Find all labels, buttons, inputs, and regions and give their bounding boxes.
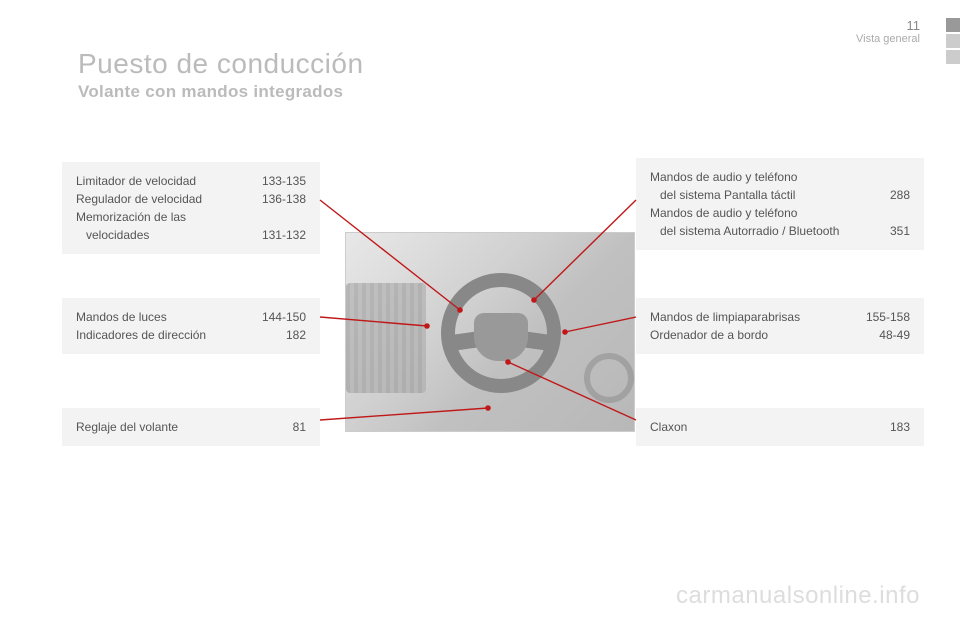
callout-page-ref: 48-49 — [879, 326, 910, 344]
callout-label: Mandos de audio y teléfono — [650, 168, 797, 186]
callout-label: Limitador de velocidad — [76, 172, 196, 190]
callout-label: Mandos de luces — [76, 308, 167, 326]
callout-row: Limitador de velocidad 133-135 — [76, 172, 306, 190]
callout-horn: Claxon 183 — [636, 408, 924, 446]
callout-wipers-computer: Mandos de limpiaparabrisas155-158Ordenad… — [636, 298, 924, 354]
callout-page-ref: 136-138 — [262, 190, 306, 208]
callout-row: Reglaje del volante 81 — [76, 418, 306, 436]
tab-dark — [946, 18, 960, 32]
callout-label: Indicadores de dirección — [76, 326, 206, 344]
callout-row: Mandos de luces 144-150 — [76, 308, 306, 326]
callout-page-ref: 131-132 — [262, 226, 306, 244]
callout-label: del sistema Pantalla táctil — [650, 186, 795, 204]
callout-page-ref: 81 — [293, 418, 306, 436]
callout-label: Mandos de limpiaparabrisas — [650, 308, 800, 326]
callout-row: Regulador de velocidad 136-138 — [76, 190, 306, 208]
page-subtitle: Volante con mandos integrados — [78, 82, 343, 102]
callout-row: velocidades 131-132 — [76, 226, 306, 244]
callout-row: Indicadores de dirección 182 — [76, 326, 306, 344]
callout-page-ref: 182 — [286, 326, 306, 344]
wheel-hub — [474, 313, 528, 361]
callout-label: Mandos de audio y teléfono — [650, 204, 797, 222]
steering-wheel-diagram — [345, 232, 635, 432]
callout-label: Ordenador de a bordo — [650, 326, 768, 344]
side-tabs — [946, 18, 960, 64]
callout-page-ref: 288 — [890, 186, 910, 204]
callout-label: del sistema Autorradio / Bluetooth — [650, 222, 839, 240]
tab-light-1 — [946, 34, 960, 48]
callout-row: Ordenador de a bordo 48-49 — [650, 326, 910, 344]
callout-audio-phone: Mandos de audio y teléfonodel sistema Pa… — [636, 158, 924, 250]
callout-row: del sistema Pantalla táctil 288 — [650, 186, 910, 204]
callout-label: Claxon — [650, 418, 687, 436]
callout-page-ref: 155-158 — [866, 308, 910, 326]
dashboard-vent-right — [584, 353, 634, 403]
dashboard-vent — [346, 283, 426, 393]
tab-light-2 — [946, 50, 960, 64]
callout-page-ref: 133-135 — [262, 172, 306, 190]
callout-page-ref: 144-150 — [262, 308, 306, 326]
callout-row: Claxon 183 — [650, 418, 910, 436]
callout-page-ref: 183 — [890, 418, 910, 436]
callout-row: Mandos de limpiaparabrisas 155-158 — [650, 308, 910, 326]
callout-label: Regulador de velocidad — [76, 190, 202, 208]
page-title: Puesto de conducción — [78, 48, 364, 80]
callout-row: del sistema Autorradio / Bluetooth 351 — [650, 222, 910, 240]
callout-page-ref: 351 — [890, 222, 910, 240]
callout-label: velocidades — [76, 226, 149, 244]
callout-row: Memorización de las — [76, 208, 306, 226]
callout-steering-adjust: Reglaje del volante 81 — [62, 408, 320, 446]
page-number: 11 — [856, 18, 920, 33]
callout-speed-controls: Limitador de velocidad133-135Regulador d… — [62, 162, 320, 254]
watermark: carmanualsonline.info — [676, 582, 920, 610]
callout-row: Mandos de audio y teléfono — [650, 168, 910, 186]
callout-light-controls: Mandos de luces144-150Indicadores de dir… — [62, 298, 320, 354]
callout-label: Reglaje del volante — [76, 418, 178, 436]
callout-row: Mandos de audio y teléfono — [650, 204, 910, 222]
section-name: Vista general — [856, 33, 920, 45]
callout-label: Memorización de las — [76, 208, 186, 226]
